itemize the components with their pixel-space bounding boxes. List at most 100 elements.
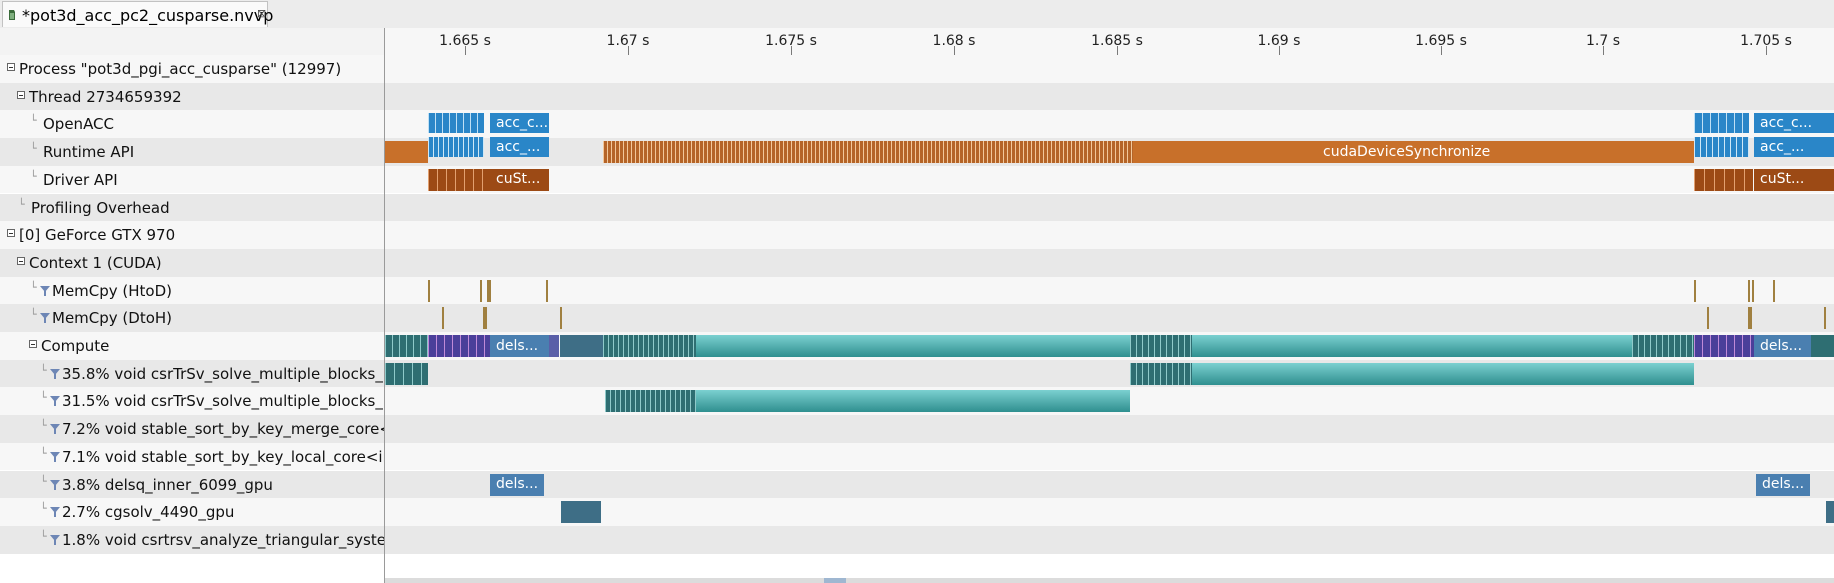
memcpy-dtoh-event[interactable] <box>1748 307 1750 330</box>
memcpy-htod-event[interactable] <box>489 279 491 302</box>
row-label-thread[interactable]: Thread 2734659392 <box>0 82 384 111</box>
driver-api-cluster[interactable] <box>428 168 490 191</box>
memcpy-htod-event[interactable] <box>1773 279 1775 302</box>
openacc-event[interactable]: acc_... <box>1754 137 1834 158</box>
filter-icon[interactable] <box>50 396 60 407</box>
compute-kernel[interactable]: dels... <box>1754 335 1811 357</box>
runtime-api-call[interactable]: cudaDeviceSynchronize <box>1133 141 1694 164</box>
compute-kernel[interactable]: dels... <box>490 335 549 357</box>
runtime-api-call[interactable] <box>385 141 428 164</box>
kernel-instance-cluster[interactable] <box>1130 362 1192 385</box>
compute-kernel[interactable] <box>549 335 559 357</box>
memcpy-dtoh-event[interactable] <box>442 307 444 330</box>
tab-title: *pot3d_acc_pc2_cusparse.nvvp <box>22 6 274 25</box>
row-label-process[interactable]: Process "pot3d_pgi_acc_cusparse" (12997) <box>0 55 384 83</box>
row-label-kernel-csrtrsv-analyze[interactable]: └ 1.8% void csrtrsv_analyze_triangular_sy… <box>0 525 384 554</box>
row-label-profiling-overhead[interactable]: └ Profiling Overhead <box>0 193 384 222</box>
memcpy-htod-event[interactable] <box>546 279 548 302</box>
memcpy-htod-event[interactable] <box>487 279 489 302</box>
row-label-openacc[interactable]: └ OpenACC <box>0 110 384 139</box>
compute-kernel-cluster[interactable] <box>1130 335 1192 357</box>
row-label-context[interactable]: Context 1 (CUDA) <box>0 248 384 277</box>
row-label-gpu-device[interactable]: [0] GeForce GTX 970 <box>0 221 384 249</box>
memcpy-htod-event[interactable] <box>480 279 482 302</box>
kernel-instance-cluster[interactable] <box>605 390 696 413</box>
memcpy-htod-event[interactable] <box>1748 279 1750 302</box>
filter-icon[interactable] <box>50 451 60 462</box>
driver-api-call[interactable]: cuSt... <box>1754 168 1834 191</box>
compute-kernel[interactable] <box>1192 335 1632 357</box>
row-label-kernel-csrtrsv-2[interactable]: └ 31.5% void csrTrSv_solve_multiple_block… <box>0 387 384 416</box>
kernel-instance[interactable] <box>1192 362 1694 385</box>
timeline-area[interactable]: 1.665 s 1.67 s 1.675 s 1.68 s 1.685 s 1.69 s 1… <box>385 28 1834 583</box>
kernel-instance[interactable] <box>561 501 601 524</box>
row-label-kernel-delsq[interactable]: └ 3.8% delsq_inner_6099_gpu <box>0 470 384 499</box>
filter-icon[interactable] <box>50 368 60 379</box>
time-ruler[interactable]: 1.665 s 1.67 s 1.675 s 1.68 s 1.685 s 1.69 s 1… <box>385 28 1834 56</box>
compute-kernel-cluster[interactable] <box>1632 335 1694 357</box>
compute-kernel[interactable] <box>696 335 1130 357</box>
openacc-event-cluster[interactable] <box>1694 113 1749 134</box>
compute-kernel-cluster[interactable] <box>603 335 696 357</box>
openacc-event-cluster[interactable] <box>428 137 484 158</box>
kernel-instance[interactable] <box>696 390 1130 413</box>
compute-kernel-cluster[interactable] <box>1694 335 1754 357</box>
openacc-event-cluster[interactable] <box>1694 137 1749 158</box>
memcpy-dtoh-event[interactable] <box>560 307 562 330</box>
openacc-event[interactable]: acc_c... <box>490 113 549 134</box>
driver-api-call[interactable]: cuSt... <box>490 168 549 191</box>
filter-icon[interactable] <box>40 285 50 296</box>
ruler-tick-label: 1.7 s <box>1585 33 1621 49</box>
driver-api-cluster[interactable] <box>1694 168 1753 191</box>
row-label-kernel-sort-local[interactable]: └ 7.1% void stable_sort_by_key_local_core… <box>0 442 384 471</box>
row-label-kernel-csrtrsv-1[interactable]: └ 35.8% void csrTrSv_solve_multiple_block… <box>0 359 384 388</box>
openacc-event[interactable]: acc_c... <box>1754 113 1834 134</box>
memcpy-dtoh-event[interactable] <box>1750 307 1752 330</box>
memcpy-dtoh-event[interactable] <box>485 307 487 330</box>
collapse-icon[interactable] <box>29 340 37 348</box>
row-label-driver-api[interactable]: └ Driver API <box>0 165 384 194</box>
scrollbar-thumb[interactable] <box>824 578 846 583</box>
openacc-event[interactable]: acc_... <box>490 137 549 158</box>
row-label-memcpy-htod[interactable]: └ MemCpy (HtoD) <box>0 276 384 305</box>
tab-pot3d-profile[interactable]: *pot3d_acc_pc2_cusparse.nvvp ⊠ <box>2 1 273 27</box>
memcpy-dtoh-event[interactable] <box>1707 307 1709 330</box>
compute-kernel-cluster[interactable] <box>385 335 428 357</box>
filter-icon[interactable] <box>50 534 60 545</box>
ruler-tick <box>628 46 629 55</box>
tree-leaf-icon: └ <box>30 308 37 322</box>
pane-splitter[interactable] <box>384 28 385 583</box>
memcpy-htod-event[interactable] <box>1752 279 1754 302</box>
kernel-instance[interactable] <box>1826 501 1834 524</box>
compute-kernel-cluster[interactable] <box>428 335 490 357</box>
compute-kernel[interactable] <box>1811 335 1834 357</box>
kernel-instance[interactable]: dels... <box>1756 473 1810 496</box>
horizontal-scrollbar[interactable] <box>385 578 1834 583</box>
timeline-row-kernel-sort-local <box>385 442 1834 471</box>
filter-icon[interactable] <box>40 313 50 324</box>
runtime-api-cluster[interactable] <box>603 141 1133 164</box>
tree-leaf-icon: └ <box>30 142 37 156</box>
compute-kernel[interactable] <box>560 335 603 357</box>
row-label-runtime-api[interactable]: └ Runtime API <box>0 138 384 166</box>
memcpy-htod-event[interactable] <box>428 279 430 302</box>
ruler-tick <box>791 46 792 55</box>
filter-icon[interactable] <box>50 507 60 518</box>
memcpy-htod-event[interactable] <box>1694 279 1696 302</box>
collapse-icon[interactable] <box>17 256 25 265</box>
row-label-kernel-cgsolv[interactable]: └ 2.7% cgsolv_4490_gpu <box>0 498 384 526</box>
filter-icon[interactable] <box>50 424 60 435</box>
collapse-icon[interactable] <box>7 229 15 238</box>
kernel-instance[interactable]: dels... <box>490 473 544 496</box>
close-icon[interactable]: ⊠ <box>257 7 267 20</box>
filter-icon[interactable] <box>50 479 60 490</box>
kernel-instance-cluster[interactable] <box>385 362 428 385</box>
row-label-compute[interactable]: Compute <box>0 332 384 360</box>
row-label-kernel-sort-merge[interactable]: └ 7.2% void stable_sort_by_key_merge_core… <box>0 415 384 443</box>
collapse-icon[interactable] <box>17 90 25 99</box>
memcpy-dtoh-event[interactable] <box>1824 307 1826 330</box>
row-label-memcpy-dtoh[interactable]: └ MemCpy (DtoH) <box>0 304 384 332</box>
collapse-icon[interactable] <box>7 63 15 71</box>
openacc-event-cluster[interactable] <box>428 113 484 134</box>
memcpy-dtoh-event[interactable] <box>483 307 485 330</box>
